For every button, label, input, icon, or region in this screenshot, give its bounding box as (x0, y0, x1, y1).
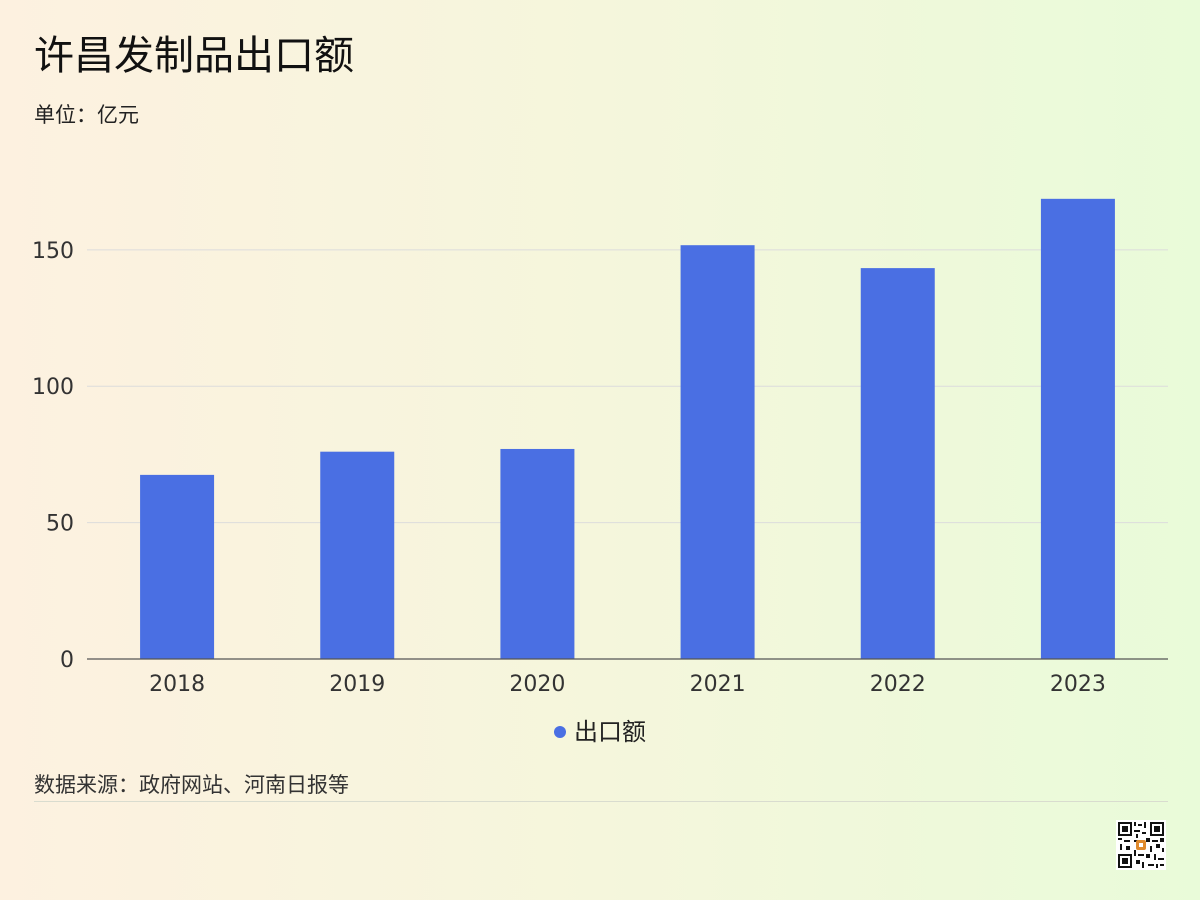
y-tick-label: 150 (32, 239, 74, 264)
unit-label: 单位：亿元 (34, 103, 139, 127)
x-tick-label: 2020 (509, 672, 565, 697)
legend: 出口额 (0, 716, 1200, 748)
x-tick-label: 2021 (690, 672, 746, 697)
bar (1040, 198, 1115, 659)
bar (140, 474, 215, 659)
y-tick-label: 50 (46, 512, 74, 537)
x-tick-label: 2022 (870, 672, 926, 697)
source-divider (34, 801, 1168, 802)
x-tick-label: 2019 (329, 672, 385, 697)
bar (860, 268, 935, 659)
legend-swatch (554, 726, 566, 738)
y-tick-label: 100 (32, 375, 74, 400)
legend-label: 出口额 (574, 718, 646, 746)
data-source: 数据来源：政府网站、河南日报等 (34, 773, 349, 797)
bar (320, 451, 395, 659)
qr-code-icon (1116, 820, 1166, 870)
bar (680, 245, 755, 659)
x-tick-label: 2023 (1050, 672, 1106, 697)
chart-title: 许昌发制品出口额 (34, 33, 354, 79)
bar (500, 448, 575, 659)
y-tick-label: 0 (60, 648, 74, 673)
x-tick-label: 2018 (149, 672, 205, 697)
